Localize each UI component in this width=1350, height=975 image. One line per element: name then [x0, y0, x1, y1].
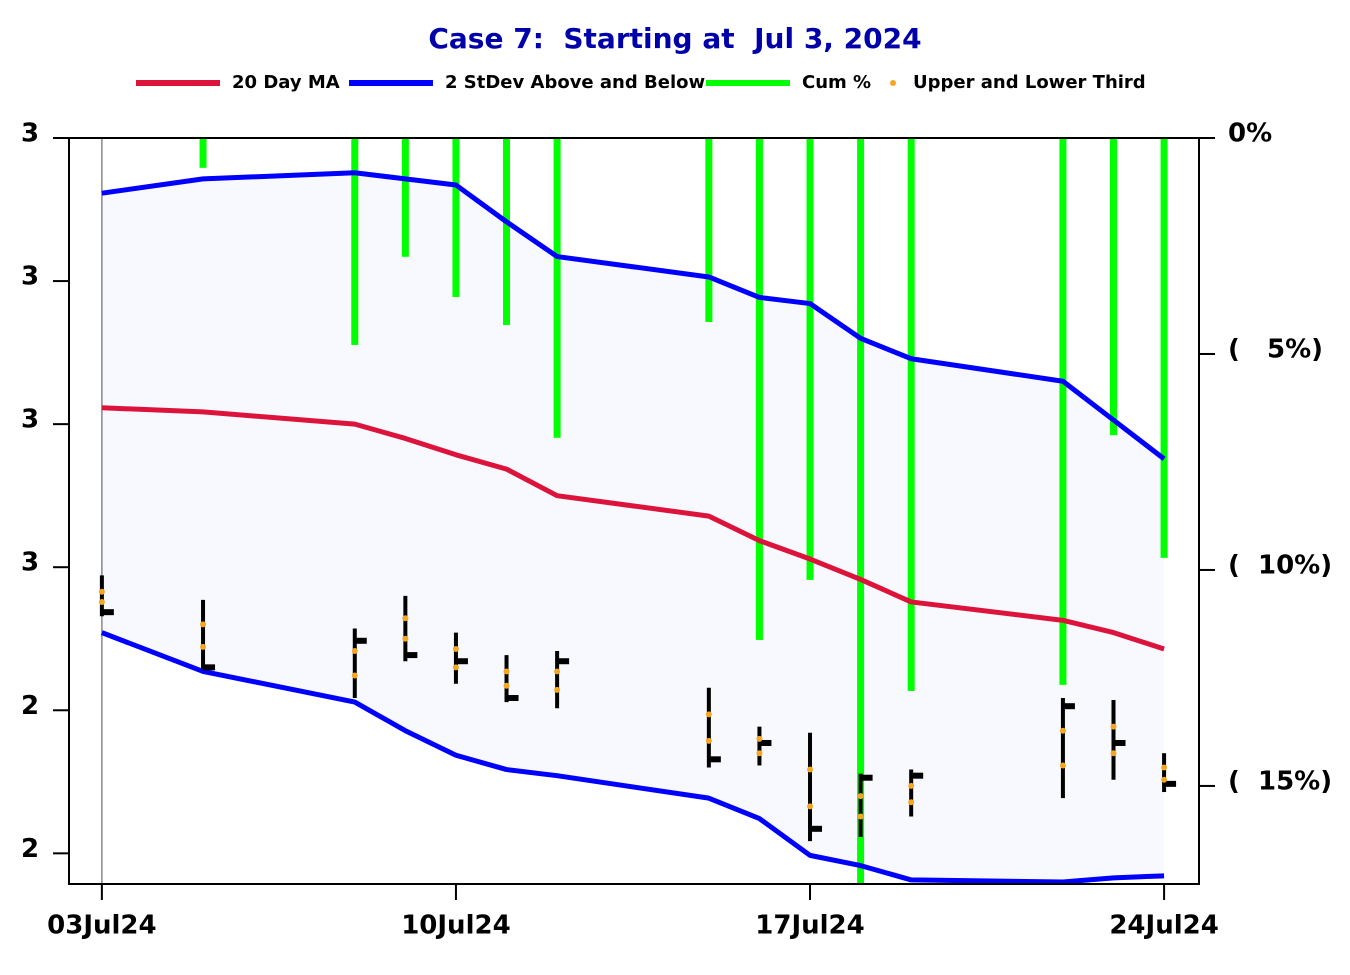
third-dot	[402, 635, 409, 642]
cum-bar	[503, 138, 511, 326]
third-dot	[503, 668, 510, 675]
cum-bar	[351, 138, 359, 345]
legend-label: Upper and Lower Third	[913, 72, 1146, 93]
y-tick-label: 3	[21, 262, 39, 292]
third-dot	[756, 750, 763, 757]
cum-bar	[1160, 138, 1168, 558]
third-dot	[200, 621, 207, 628]
y-tick-label: 2	[21, 691, 39, 721]
x-tick-label: 24Jul24	[1109, 911, 1218, 941]
cum-bar	[452, 138, 460, 297]
third-dot	[98, 598, 105, 605]
y-tick-label: 3	[21, 548, 39, 578]
chart-title: Case 7: Starting at Jul 3, 2024	[428, 22, 921, 55]
third-dot	[807, 803, 814, 810]
plot-area	[98, 138, 1177, 884]
third-dot	[452, 664, 459, 671]
third-dot	[452, 645, 459, 652]
y2-tick-label: ( 10%)	[1228, 550, 1332, 580]
third-dot	[756, 735, 763, 742]
third-dot	[1110, 723, 1117, 730]
third-dot	[351, 648, 358, 655]
legend-label: Cum %	[802, 72, 871, 93]
third-dot	[402, 615, 409, 622]
cum-bar	[705, 138, 713, 323]
x-tick-label: 03Jul24	[47, 911, 156, 941]
cum-bar	[1059, 138, 1067, 685]
y2-tick-label: ( 5%)	[1228, 334, 1323, 364]
third-dot	[1110, 750, 1117, 757]
third-dot	[857, 793, 864, 800]
cum-bar	[199, 138, 207, 168]
cum-bar	[907, 138, 915, 691]
band-fill	[101, 172, 1165, 882]
legend-label: 20 Day MA	[232, 72, 340, 93]
lower-band	[100, 630, 1165, 884]
y-tick-label: 2	[21, 834, 39, 864]
cum-bar	[806, 138, 814, 580]
third-dot	[1161, 764, 1168, 771]
third-dot	[1161, 776, 1168, 783]
y2-tick-label: ( 15%)	[1228, 766, 1332, 796]
third-dot	[503, 682, 510, 689]
third-dot	[908, 799, 915, 806]
third-dot	[1059, 762, 1066, 769]
x-tick-label: 17Jul24	[755, 911, 864, 941]
cum-bar	[553, 138, 561, 438]
third-dot	[908, 782, 915, 789]
cum-bar	[401, 138, 409, 257]
upper-band	[101, 170, 1166, 461]
third-dot	[807, 766, 814, 773]
third-dot	[705, 711, 712, 718]
x-tick-label: 10Jul24	[401, 911, 510, 941]
cum-bar	[1110, 138, 1118, 436]
third-dot	[705, 737, 712, 744]
third-dot	[554, 668, 561, 675]
plot-frame	[68, 137, 1200, 885]
cum-bar	[857, 138, 865, 884]
third-dot	[857, 813, 864, 820]
third-dot	[554, 686, 561, 693]
y2-tick-label: 0%	[1228, 119, 1272, 149]
third-dot	[1059, 727, 1066, 734]
cum-bar	[755, 138, 763, 640]
moving-average	[101, 405, 1165, 652]
legend-label: 2 StDev Above and Below	[445, 72, 705, 93]
third-dot	[351, 672, 358, 679]
third-dot	[200, 643, 207, 650]
legend-swatch	[890, 80, 896, 86]
y-tick-label: 3	[21, 119, 39, 149]
y-tick-label: 3	[21, 405, 39, 435]
third-dot	[98, 588, 105, 595]
